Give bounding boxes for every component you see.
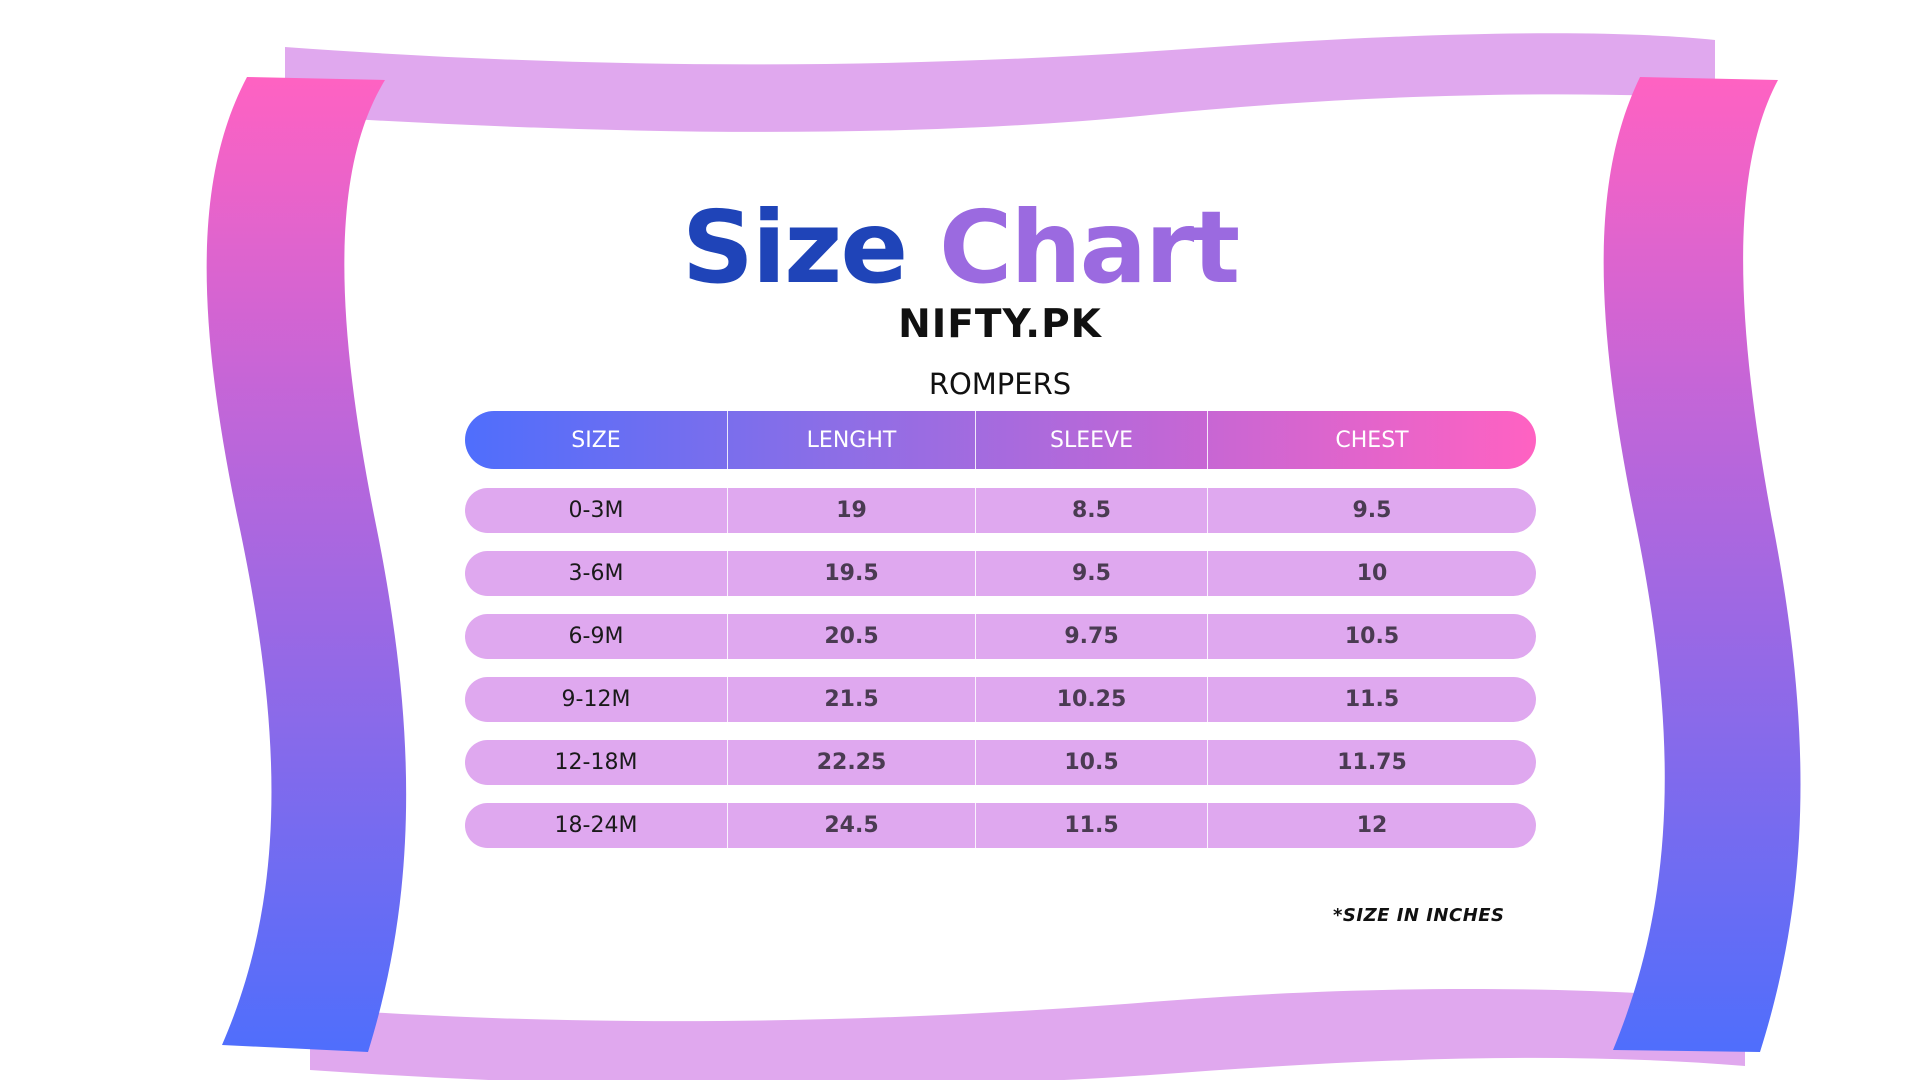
table-row: 18-24M 24.5 11.5 12: [465, 803, 1536, 848]
cell-length: 22.25: [727, 740, 975, 785]
right-wave-band: [1603, 77, 1801, 1052]
cell-size: 3-6M: [568, 561, 624, 586]
table-row: 0-3M 19 8.5 9.5: [465, 488, 1536, 533]
bottom-ribbon: [310, 988, 1745, 1080]
cell-sleeve: 9.75: [975, 614, 1207, 659]
title-word-size: Size: [681, 189, 908, 306]
cell-size: 0-3M: [568, 498, 624, 523]
header-size: SIZE: [571, 427, 621, 453]
table-row: 6-9M 20.5 9.75 10.5: [465, 614, 1536, 659]
cell-length: 21.5: [727, 677, 975, 722]
category-label: ROMPERS: [928, 367, 1072, 401]
units-note: *SIZE IN INCHES: [1333, 905, 1505, 926]
cell-size: 6-9M: [568, 624, 624, 649]
size-table: SIZE LENGHT SLEEVE CHEST 0-3M 19 8.5 9.5…: [465, 411, 1536, 866]
cell-length: 19: [727, 488, 975, 533]
header-chest: CHEST: [1207, 411, 1536, 469]
cell-sleeve: 9.5: [975, 551, 1207, 596]
cell-size: 18-24M: [554, 813, 638, 838]
cell-chest: 10: [1207, 551, 1536, 596]
cell-length: 20.5: [727, 614, 975, 659]
cell-chest: 11.5: [1207, 677, 1536, 722]
table-row: 12-18M 22.25 10.5 11.75: [465, 740, 1536, 785]
cell-sleeve: 11.5: [975, 803, 1207, 848]
left-wave-band: [206, 77, 407, 1052]
cell-size: 9-12M: [561, 687, 631, 712]
cell-sleeve: 10.25: [975, 677, 1207, 722]
cell-length: 24.5: [727, 803, 975, 848]
brand-name: NIFTY.PK: [898, 302, 1102, 347]
title-word-chart: Chart: [938, 189, 1240, 306]
cell-chest: 12: [1207, 803, 1536, 848]
top-ribbon: [285, 33, 1715, 132]
header-sleeve: SLEEVE: [975, 411, 1207, 469]
cell-size: 12-18M: [554, 750, 638, 775]
cell-length: 19.5: [727, 551, 975, 596]
header-length: LENGHT: [727, 411, 975, 469]
page-title: Size Chart: [0, 193, 1920, 303]
cell-chest: 9.5: [1207, 488, 1536, 533]
table-row: 3-6M 19.5 9.5 10: [465, 551, 1536, 596]
cell-sleeve: 10.5: [975, 740, 1207, 785]
cell-chest: 11.75: [1207, 740, 1536, 785]
cell-sleeve: 8.5: [975, 488, 1207, 533]
table-header-row: SIZE LENGHT SLEEVE CHEST: [465, 411, 1536, 469]
table-row: 9-12M 21.5 10.25 11.5: [465, 677, 1536, 722]
cell-chest: 10.5: [1207, 614, 1536, 659]
